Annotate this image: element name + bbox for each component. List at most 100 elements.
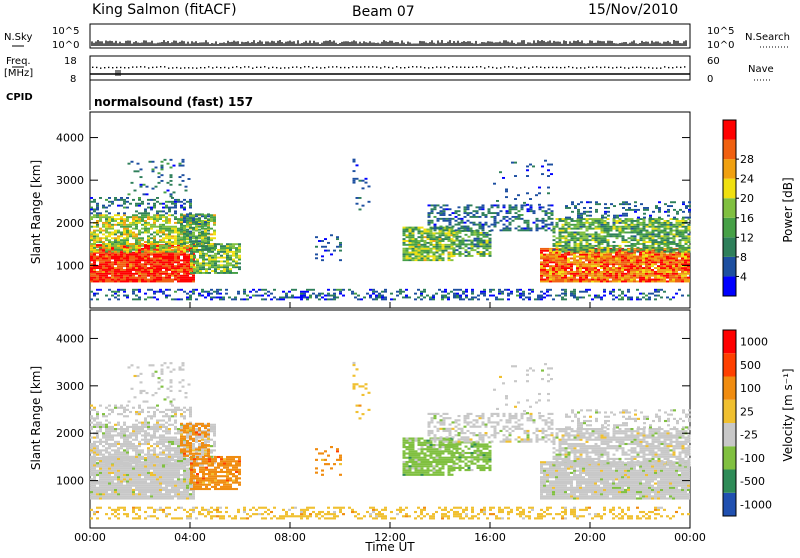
- power-cell: [468, 243, 471, 245]
- power-cell: [681, 273, 684, 275]
- power-cell: [567, 281, 570, 283]
- power-cell: [198, 232, 201, 234]
- power-cell: [168, 210, 171, 212]
- power-cell: [657, 256, 660, 258]
- power-cell: [120, 281, 123, 283]
- power-cell: [523, 202, 526, 204]
- power-cell: [573, 277, 576, 279]
- power-cell: [144, 224, 147, 226]
- power-cell: [117, 235, 120, 237]
- power-cell: [180, 231, 183, 233]
- power-cell: [440, 206, 443, 208]
- freq-tick-top: 18: [64, 56, 77, 67]
- power-cell: [102, 265, 105, 267]
- power-cell: [483, 253, 486, 255]
- power-cell: [643, 213, 646, 215]
- power-cell: [678, 289, 681, 291]
- nave-dot: [284, 67, 285, 68]
- power-cell: [512, 206, 515, 208]
- power-cell: [333, 293, 336, 295]
- power-cell: [589, 235, 592, 237]
- power-cell: [607, 226, 610, 228]
- power-cell: [630, 273, 633, 275]
- power-cell: [598, 247, 601, 249]
- power-cell: [551, 214, 554, 216]
- power-cell: [654, 277, 657, 279]
- power-cell: [491, 224, 494, 226]
- power-cell: [153, 261, 156, 263]
- power-cell: [604, 226, 607, 228]
- power-cell: [565, 232, 568, 234]
- power-cell: [643, 243, 646, 245]
- power-cell: [477, 232, 480, 234]
- power-cell: [180, 227, 183, 229]
- power-cell: [427, 242, 430, 244]
- power-cell: [193, 247, 196, 249]
- power-cell: [102, 222, 105, 224]
- power-cell: [594, 259, 597, 261]
- power-cell: [90, 256, 93, 258]
- power-cell: [640, 224, 643, 226]
- power-cell: [105, 258, 108, 260]
- power-cell: [627, 256, 630, 258]
- power-cell: [129, 275, 132, 277]
- power-cell: [174, 267, 177, 269]
- power-cell: [105, 245, 108, 247]
- power-cell: [229, 243, 232, 245]
- power-cell: [226, 262, 229, 264]
- power-cell: [607, 245, 610, 247]
- power-cell: [93, 232, 96, 234]
- power-cell: [229, 272, 232, 274]
- power-cell: [556, 226, 559, 228]
- power-cell: [186, 201, 189, 203]
- power-cell: [189, 233, 192, 235]
- power-cell: [585, 279, 588, 281]
- power-cell: [147, 239, 150, 241]
- power-cell: [592, 239, 595, 241]
- power-cell: [482, 206, 485, 208]
- power-cell: [467, 227, 470, 229]
- power-cell: [90, 271, 93, 273]
- power-cell: [114, 279, 117, 281]
- power-cell: [96, 203, 99, 205]
- power-cell: [529, 198, 532, 200]
- power-cell: [403, 252, 406, 254]
- power-cell: [546, 250, 549, 252]
- power-cell: [585, 271, 588, 273]
- power-cell: [451, 259, 454, 261]
- power-cell: [555, 263, 558, 265]
- power-cell: [601, 224, 604, 226]
- power-cell: [235, 255, 238, 257]
- power-cell: [618, 261, 621, 263]
- power-cell: [129, 256, 132, 258]
- power-cell: [465, 240, 468, 242]
- power-cell: [232, 264, 235, 266]
- power-cell: [161, 174, 164, 176]
- power-cell: [138, 269, 141, 271]
- power-cell: [165, 267, 168, 269]
- power-cell: [111, 271, 114, 273]
- power-cell: [471, 255, 474, 257]
- power-cell: [220, 264, 223, 266]
- power-cell: [679, 232, 682, 234]
- power-cell: [586, 218, 589, 220]
- power-cell: [126, 232, 129, 234]
- power-cell: [621, 267, 624, 269]
- power-cell: [156, 265, 159, 267]
- power-cell: [654, 295, 657, 297]
- power-cell: [685, 228, 688, 230]
- power-cell: [196, 268, 199, 270]
- power-cell: [90, 209, 93, 211]
- power-cell: [204, 237, 207, 239]
- power-cell: [199, 255, 202, 257]
- power-cell: [642, 267, 645, 269]
- power-cell: [684, 256, 687, 258]
- power-cell: [199, 270, 202, 272]
- power-cell: [664, 224, 667, 226]
- power-cell: [258, 295, 261, 297]
- power-cell: [114, 249, 117, 251]
- power-cell: [660, 271, 663, 273]
- power-cell: [114, 258, 117, 260]
- power-cell: [625, 213, 628, 215]
- power-cell: [474, 296, 477, 298]
